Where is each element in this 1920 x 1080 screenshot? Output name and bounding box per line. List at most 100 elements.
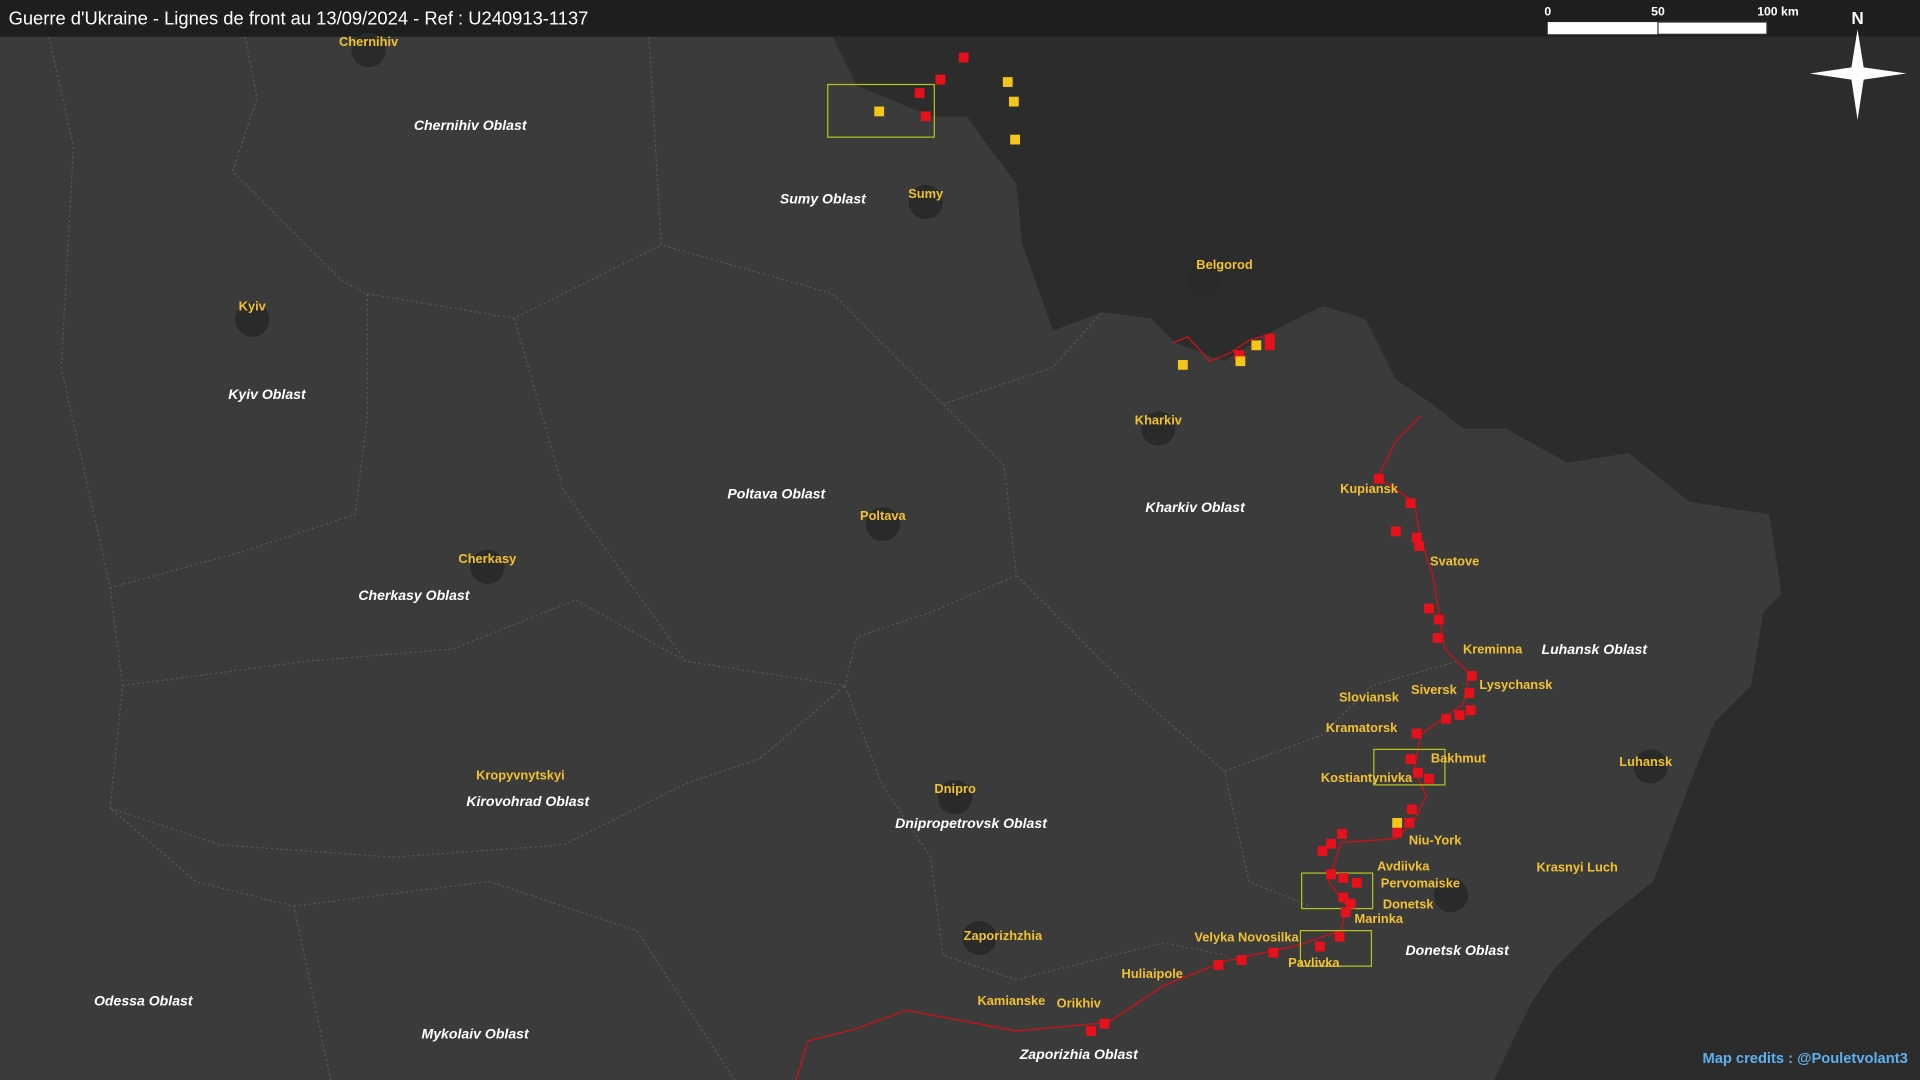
red-marker [1404, 817, 1415, 828]
city-label: Pavlivka [1288, 955, 1340, 970]
red-marker [1213, 960, 1224, 970]
city-area [937, 780, 973, 815]
credits: Map credits : @Pouletvolant3 [1702, 1051, 1907, 1067]
city-label: Krasnyi Luch [1536, 860, 1618, 875]
oblast-label: Kirovohrad Oblast [466, 793, 590, 809]
red-marker [935, 74, 946, 85]
city-label: Kyiv [239, 299, 267, 314]
red-marker [1337, 828, 1347, 839]
city-label: Kropyvnytskyi [476, 768, 565, 783]
city-area [1186, 262, 1221, 297]
red-marker [1264, 340, 1275, 351]
red-marker [1234, 350, 1245, 360]
city-area [908, 184, 943, 220]
red-marker [1464, 688, 1475, 698]
city-label: Kramatorsk [1326, 720, 1398, 735]
red-marker [1413, 767, 1423, 778]
city-label: Cherkasy [458, 551, 517, 566]
city-area [865, 506, 900, 542]
red-marker [1414, 541, 1425, 552]
city-label: Orikhiv [1057, 995, 1102, 1010]
city-label: Zaporizhzhia [964, 928, 1043, 943]
red-marker [1326, 869, 1336, 880]
city-label: Pervomaiske [1381, 875, 1460, 890]
yellow-marker [1008, 96, 1019, 107]
city-label: Sumy [908, 186, 944, 201]
oblast-label: Sumy Oblast [780, 190, 867, 206]
city-area [470, 549, 505, 585]
red-marker [1424, 603, 1434, 614]
markers [874, 52, 1477, 1036]
city-label: Niu-York [1409, 833, 1462, 848]
city-label: Avdiivka [1377, 858, 1430, 873]
city-label: Kreminna [1463, 642, 1523, 657]
city-label: Donetsk [1383, 896, 1435, 911]
front-line [795, 415, 1471, 1080]
red-marker [1432, 633, 1443, 643]
red-marker [1334, 931, 1345, 942]
scale-label: 100 km [1757, 4, 1799, 18]
red-marker [1345, 898, 1356, 909]
red-marker [958, 52, 969, 63]
oblast-label: Zaporizhia Oblast [1019, 1046, 1139, 1062]
red-marker [1391, 526, 1401, 537]
red-marker [1236, 955, 1247, 965]
red-marker [914, 88, 925, 98]
red-marker [1326, 838, 1336, 849]
compass [1809, 29, 1907, 120]
city-area [351, 33, 386, 68]
oblast-label: Kyiv Oblast [228, 386, 307, 402]
scale-bar [1657, 21, 1768, 35]
red-marker [1086, 1026, 1096, 1036]
city-label: Kharkiv [1135, 413, 1183, 428]
oblast-label: Donetsk Oblast [1406, 942, 1511, 958]
oblast-label: Mykolaiv Oblast [422, 1025, 530, 1041]
red-marker [1465, 705, 1476, 716]
city-area [1633, 749, 1668, 784]
oblast-label: Cherkasy Oblast [358, 587, 470, 603]
front-line [1172, 332, 1274, 363]
yellow-marker [1392, 817, 1403, 828]
city-label: Svatove [1430, 553, 1479, 568]
red-marker [1441, 713, 1452, 724]
oblast-label: Luhansk Oblast [1541, 641, 1648, 657]
red-marker [1405, 754, 1416, 765]
red-marker [1405, 498, 1416, 509]
oblast-label: Odessa Oblast [94, 992, 194, 1008]
yellow-marker [1235, 356, 1246, 367]
red-marker [1099, 1018, 1110, 1029]
red-marker [1373, 473, 1384, 484]
oblast-label: Poltava Oblast [727, 485, 826, 501]
city-label: Belgorod [1196, 257, 1252, 272]
red-marker [1466, 671, 1477, 681]
city-area [962, 920, 997, 956]
yellow-marker [1002, 77, 1013, 87]
city-area [1141, 411, 1176, 446]
city-area [235, 302, 270, 337]
oblast-label: Chernihiv Oblast [414, 117, 528, 133]
red-marker [1264, 334, 1275, 345]
scale-label: 0 [1544, 4, 1551, 18]
city-label: Sloviansk [1339, 689, 1400, 704]
yellow-marker [874, 106, 885, 117]
red-marker [1406, 804, 1417, 815]
city-label: Siversk [1411, 682, 1458, 697]
red-marker [1454, 710, 1465, 720]
yellow-marker [1177, 360, 1188, 370]
city-area [1433, 877, 1469, 913]
red-marker [1315, 941, 1325, 952]
city-label: Huliaipole [1122, 966, 1183, 981]
city-label: Bakhmut [1431, 751, 1487, 766]
russia [832, 36, 1920, 1080]
city-label: Kupiansk [1340, 481, 1399, 496]
city-label: Kostiantynivka [1321, 770, 1413, 785]
city-label: Marinka [1355, 911, 1404, 926]
red-marker [1268, 947, 1279, 958]
oblast-label: Kharkiv Oblast [1145, 499, 1246, 515]
red-marker [1411, 728, 1422, 739]
map-title: Guerre d'Ukraine - Lignes de front au 13… [9, 7, 589, 28]
north-label: N [1851, 8, 1863, 28]
scale-bar [1547, 22, 1658, 35]
